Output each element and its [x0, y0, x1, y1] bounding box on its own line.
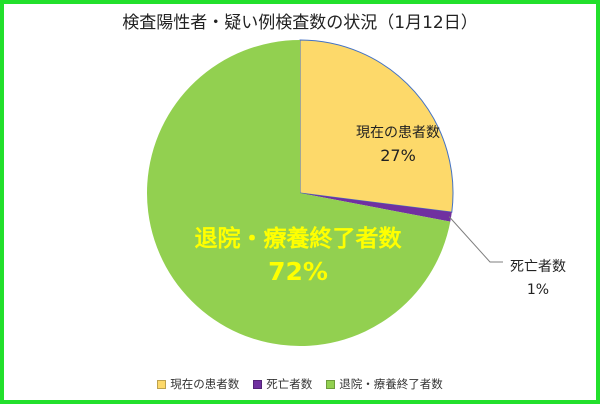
pie-slice-recovered: [147, 40, 451, 346]
data-label-deaths-pct: 1%: [527, 282, 549, 298]
legend-label-deaths: 死亡者数: [266, 377, 313, 391]
legend-label-current-patients: 現在の患者数: [170, 377, 240, 391]
chart-title: 検査陽性者・疑い例検査数の状況（1月12日）: [122, 13, 478, 33]
pie-slice-current-patients: [299, 39, 454, 213]
legend-item-deaths: 死亡者数: [253, 376, 312, 392]
legend-item-current-patients: 現在の患者数: [157, 376, 239, 392]
leader-line-deaths: [448, 216, 503, 263]
data-label-deaths-name: 死亡者数: [510, 259, 566, 275]
data-label-current-patients-name: 現在の患者数: [356, 125, 440, 141]
legend-swatch-recovered: [326, 379, 336, 389]
pie-slice-deaths: [300, 193, 452, 222]
legend-swatch-deaths: [253, 379, 263, 389]
legend-item-recovered: 退院・療養終了者数: [326, 376, 443, 392]
legend: 現在の患者数 死亡者数 退院・療養終了者数: [0, 376, 600, 392]
data-label-recovered-name: 退院・療養終了者数: [195, 225, 403, 252]
legend-swatch-current-patients: [157, 379, 167, 389]
data-label-recovered-pct: 72%: [268, 257, 328, 286]
data-label-current-patients-pct: 27%: [380, 146, 416, 165]
legend-label-recovered: 退院・療養終了者数: [339, 377, 443, 391]
